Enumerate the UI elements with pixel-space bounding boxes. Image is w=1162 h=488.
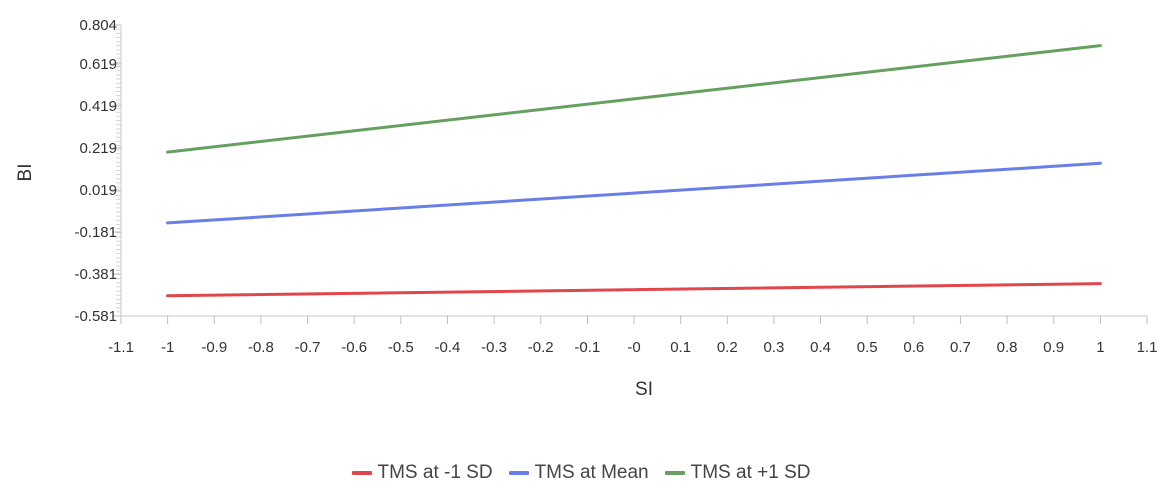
x-tick-label: 0.5 (857, 339, 878, 356)
x-tick-label: 1.1 (1137, 339, 1158, 356)
y-tick-label: 0.419 (79, 98, 117, 115)
y-tick-label: -0.581 (74, 308, 117, 325)
series-line-2[interactable] (168, 46, 1101, 153)
legend-item-tms-mean[interactable]: TMS at Mean (509, 462, 649, 484)
y-tick-label: -0.381 (74, 266, 117, 283)
series-lines (168, 46, 1101, 296)
x-tick-label: -0.5 (388, 339, 414, 356)
x-tick-label: -0 (627, 339, 640, 356)
y-tick-label: -0.181 (74, 224, 117, 241)
x-tick-label: -0.9 (201, 339, 227, 356)
x-tick-label: -0.2 (528, 339, 554, 356)
x-tick-label: -0.1 (574, 339, 600, 356)
legend-item-tms-high[interactable]: TMS at +1 SD (665, 462, 811, 484)
legend-label: TMS at Mean (535, 462, 649, 484)
legend-label: TMS at +1 SD (691, 462, 811, 484)
y-axis-title: BI (15, 164, 36, 182)
x-tick-label: 1 (1096, 339, 1104, 356)
y-axis: 0.804 0.619 0.419 0.219 0.019 -0.181 -0.381 -0.… (74, 17, 121, 325)
series-line-1[interactable] (168, 163, 1101, 223)
x-tick-label: 0.8 (997, 339, 1018, 356)
x-tick-label: 0.6 (903, 339, 924, 356)
legend-swatch-red (352, 471, 372, 475)
x-tick-label: 0.7 (950, 339, 971, 356)
x-axis: -1.1 -1 -0.9 -0.8 -0.7 -0.6 -0.5 -0.4 -0.3 -0.2 -0… (108, 316, 1157, 356)
x-tick-label: -1 (161, 339, 174, 356)
legend-item-tms-low[interactable]: TMS at -1 SD (352, 462, 493, 484)
y-tick-label: 0.019 (79, 182, 117, 199)
x-tick-label: 0.2 (717, 339, 738, 356)
y-tick-label: 0.619 (79, 56, 117, 73)
legend-swatch-green (665, 471, 685, 475)
legend-label: TMS at -1 SD (378, 462, 493, 484)
x-axis-title: SI (635, 379, 653, 400)
x-tick-label: 0.1 (670, 339, 691, 356)
series-line-0[interactable] (168, 284, 1101, 296)
x-tick-label: -0.6 (341, 339, 367, 356)
x-tick-label: 0.4 (810, 339, 831, 356)
x-tick-label: -0.7 (295, 339, 321, 356)
y-tick-label: 0.804 (79, 17, 117, 34)
y-tick-label: 0.219 (79, 140, 117, 157)
x-tick-label: 0.9 (1043, 339, 1064, 356)
x-tick-label: -0.8 (248, 339, 274, 356)
x-tick-label: 0.3 (763, 339, 784, 356)
x-tick-label: -0.4 (435, 339, 461, 356)
x-tick-label: -1.1 (108, 339, 134, 356)
legend: TMS at -1 SD TMS at Mean TMS at +1 SD (0, 462, 1162, 484)
x-tick-label: -0.3 (481, 339, 507, 356)
legend-swatch-blue (509, 471, 529, 475)
